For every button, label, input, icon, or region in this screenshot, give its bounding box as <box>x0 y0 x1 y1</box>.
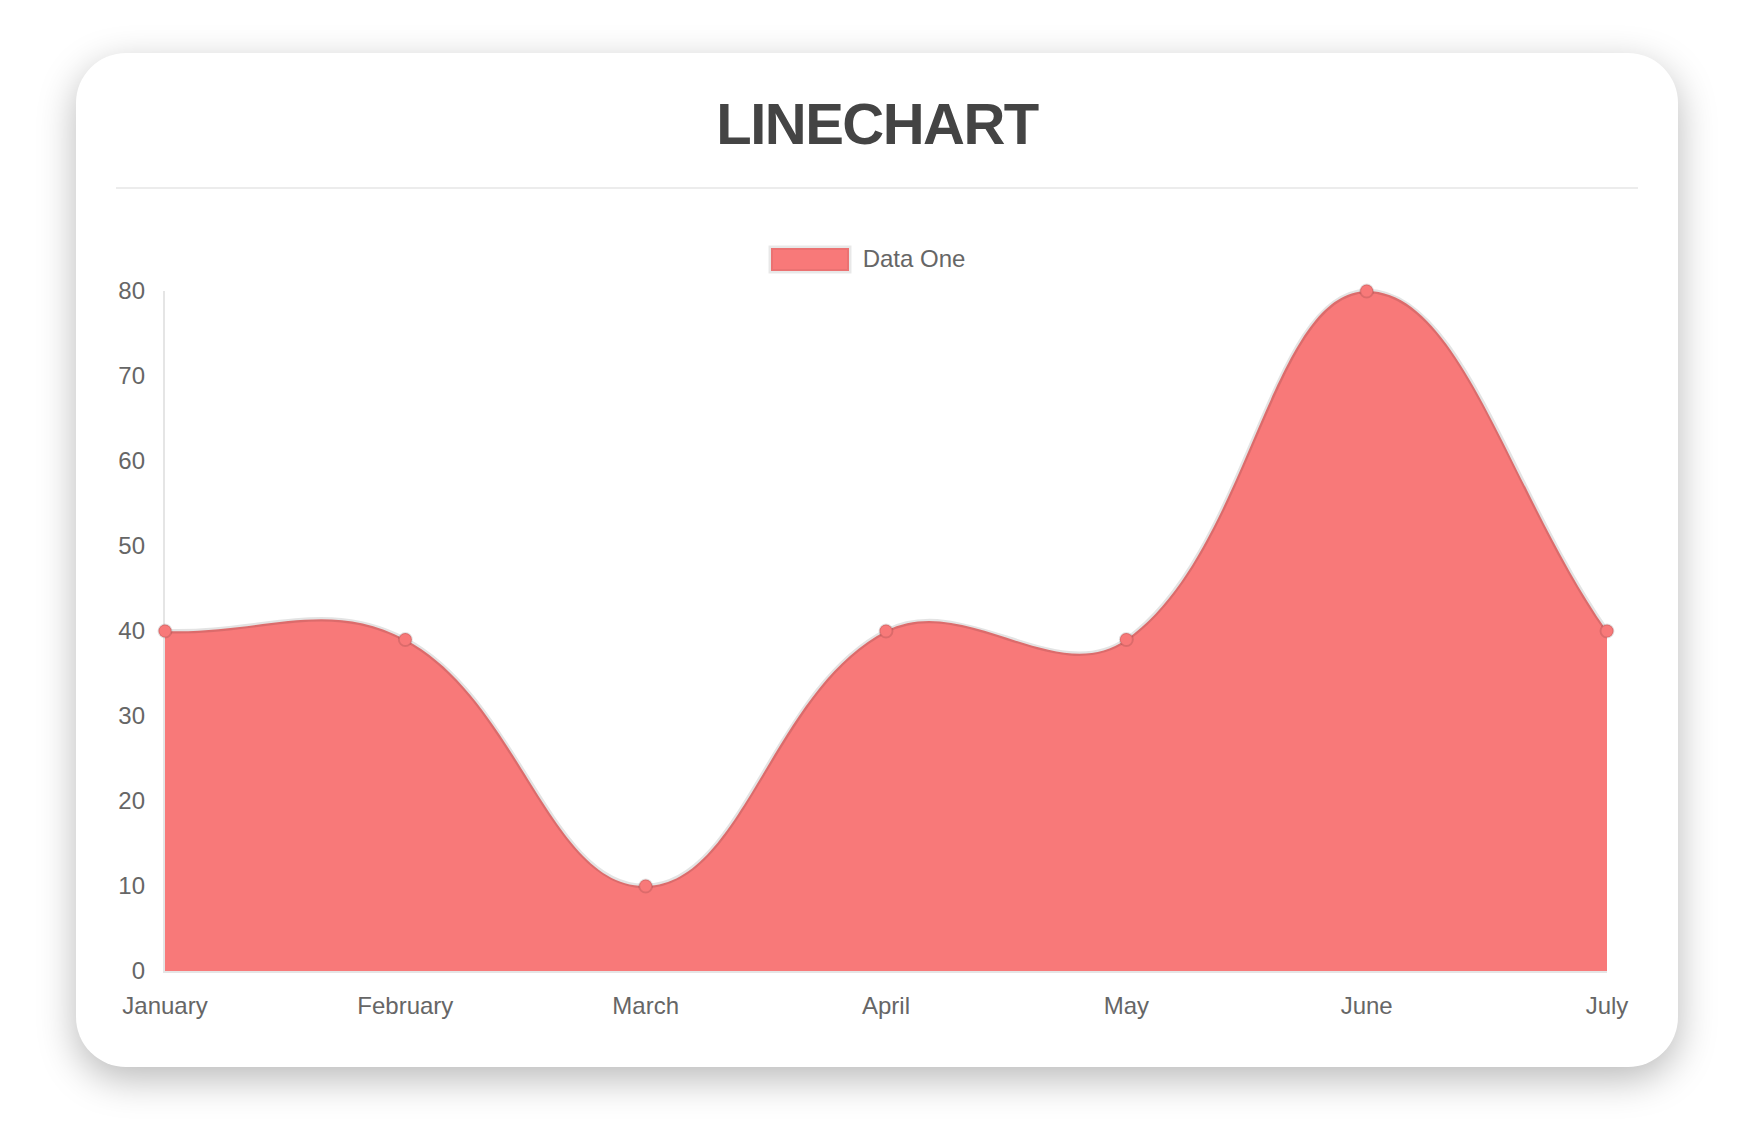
line-chart: 0 10 20 30 40 50 60 70 80 January February March Apr… <box>76 53 1678 1067</box>
data-point[interactable] <box>159 625 172 638</box>
y-tick-label: 50 <box>118 532 145 559</box>
y-tick-label: 70 <box>118 362 145 389</box>
x-tick-label: July <box>1586 992 1629 1019</box>
y-tick-label: 20 <box>118 787 145 814</box>
y-tick-label: 80 <box>118 277 145 304</box>
chart-card: LINECHART Data One 01020304050607080Janu… <box>76 53 1678 1067</box>
x-tick-label: April <box>862 992 910 1019</box>
data-point[interactable] <box>639 880 652 893</box>
data-point[interactable] <box>1360 285 1373 298</box>
x-tick-label: March <box>612 992 679 1019</box>
y-tick-label: 60 <box>118 447 145 474</box>
x-tick-label: June <box>1341 992 1393 1019</box>
data-point[interactable] <box>399 633 412 646</box>
y-tick-label: 10 <box>118 872 145 899</box>
data-point[interactable] <box>880 625 893 638</box>
y-tick-label: 0 <box>132 957 145 984</box>
data-point[interactable] <box>1120 633 1133 646</box>
data-point[interactable] <box>1601 625 1614 638</box>
y-tick-label: 40 <box>118 617 145 644</box>
x-tick-label: January <box>122 992 207 1019</box>
x-axis-line <box>163 971 1607 973</box>
x-tick-label: May <box>1104 992 1149 1019</box>
x-tick-label: February <box>357 992 453 1019</box>
y-tick-label: 30 <box>118 702 145 729</box>
